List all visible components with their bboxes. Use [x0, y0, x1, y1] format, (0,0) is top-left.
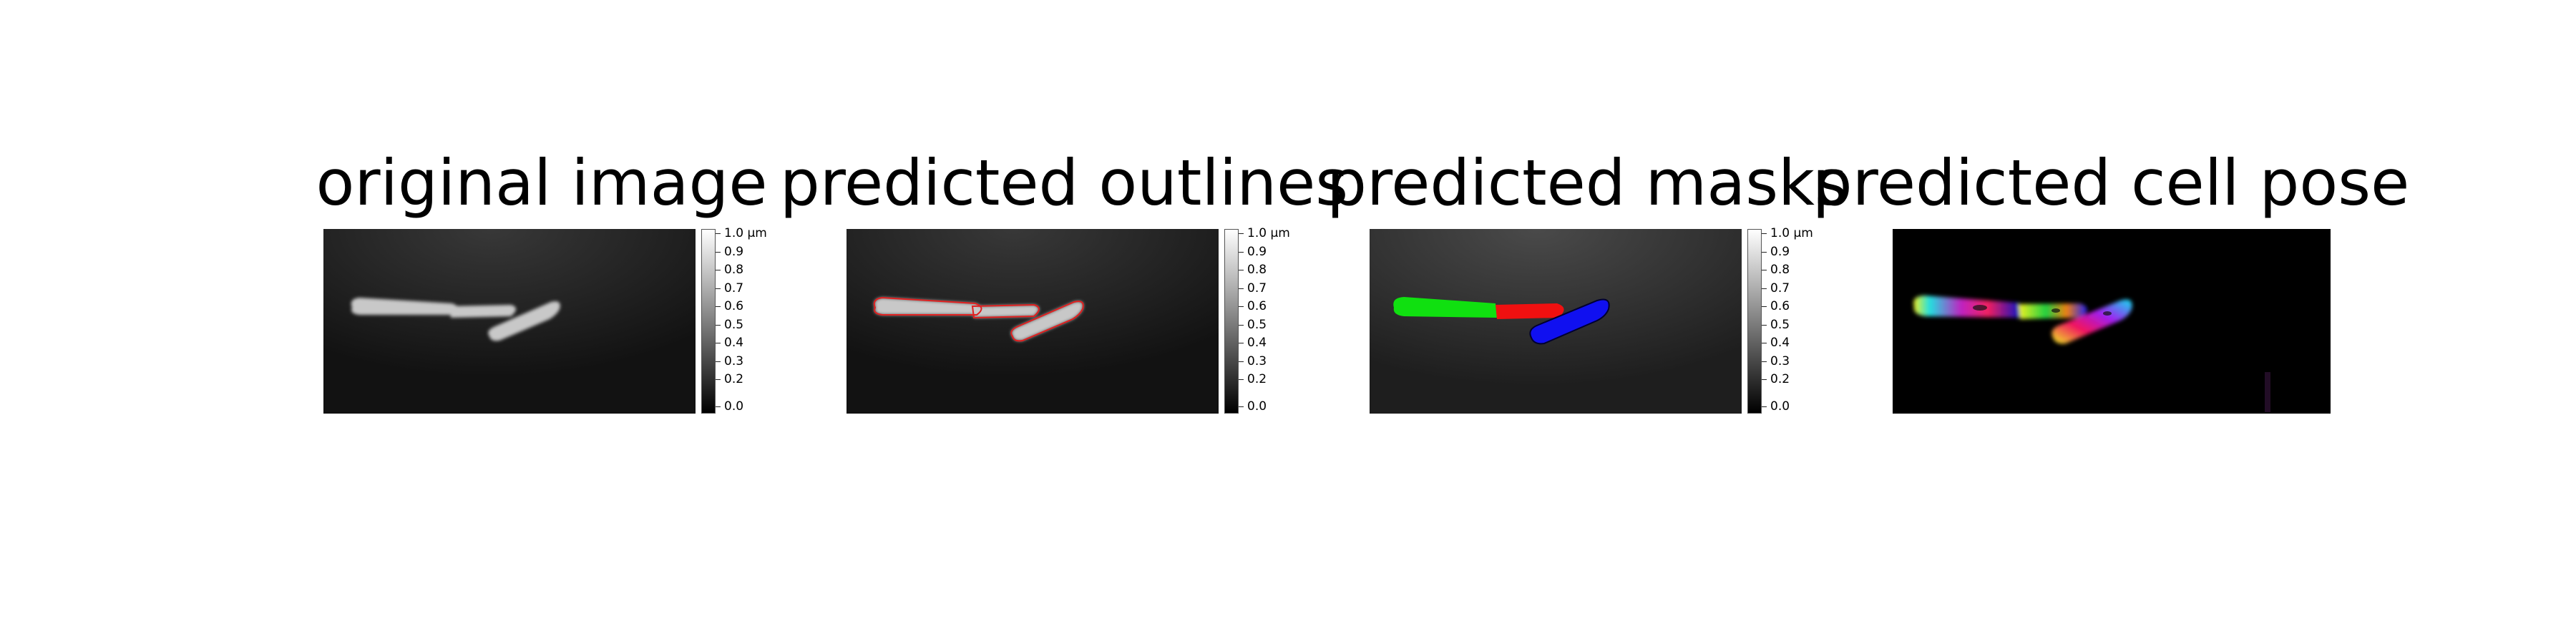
colorbar-tick-label: 0.5 [1770, 318, 1790, 332]
colorbar-3 [1747, 229, 1762, 414]
colorbar-tick [716, 361, 721, 362]
colorbar-tick-label: 0.4 [1247, 336, 1267, 350]
colorbar-tick [1762, 233, 1767, 234]
colorbar-tick-label: 0.4 [724, 336, 744, 350]
colorbar-tick [716, 252, 721, 253]
predicted-cell-pose-image [1893, 229, 2331, 414]
colorbar-tick [716, 306, 721, 307]
colorbar-tick-label: 0.2 [1247, 372, 1267, 386]
colorbar-tick-label: 0.9 [1247, 245, 1267, 259]
colorbar-tick [716, 379, 721, 380]
colorbar-tick-label: 0.7 [1770, 281, 1790, 296]
colorbar-tick-label: 0.0 [1770, 399, 1790, 414]
colorbar-tick-label: 1.0 μm [1247, 226, 1290, 240]
colorbar-tick [716, 325, 721, 326]
colorbar-tick [1762, 361, 1767, 362]
colorbar-tick-label: 0.2 [1770, 372, 1790, 386]
colorbar-tick [716, 288, 721, 289]
colorbar-tick-label: 0.3 [1247, 354, 1267, 369]
colorbar-tick-label: 0.8 [724, 263, 744, 277]
panel-title-cell-pose: predicted cell pose [1812, 146, 2410, 220]
colorbar-tick [716, 233, 721, 234]
colorbar-tick-label: 1.0 μm [724, 226, 767, 240]
colorbar-tick [1239, 288, 1244, 289]
colorbar-tick-label: 1.0 μm [1770, 226, 1813, 240]
colorbar-tick [1762, 252, 1767, 253]
panel-title-outlines: predicted outlines [779, 146, 1349, 220]
panel-title-masks: predicted masks [1327, 146, 1848, 220]
colorbar-tick-label: 0.8 [1247, 263, 1267, 277]
colorbar-tick [1762, 406, 1767, 407]
colorbar-tick [1762, 325, 1767, 326]
colorbar-tick-label: 0.7 [1247, 281, 1267, 296]
colorbar-tick [1762, 306, 1767, 307]
colorbar-tick-label: 0.7 [724, 281, 744, 296]
colorbar-tick-label: 0.5 [1247, 318, 1267, 332]
colorbar-tick [1762, 288, 1767, 289]
colorbar-tick-label: 0.9 [1770, 245, 1790, 259]
colorbar-tick [1239, 306, 1244, 307]
colorbar-tick-label: 0.0 [724, 399, 744, 414]
colorbar-tick-label: 0.9 [724, 245, 744, 259]
colorbar-tick [1239, 233, 1244, 234]
colorbar-tick [1239, 379, 1244, 380]
colorbar-tick [1239, 406, 1244, 407]
colorbar-tick-label: 0.0 [1247, 399, 1267, 414]
colorbar-tick-label: 0.6 [1770, 299, 1790, 313]
colorbar-tick [1239, 361, 1244, 362]
original-image [323, 229, 696, 414]
predicted-outlines-image [847, 229, 1219, 414]
colorbar-tick-label: 0.6 [724, 299, 744, 313]
colorbar-tick [1239, 252, 1244, 253]
colorbar-tick-label: 0.3 [1770, 354, 1790, 369]
colorbar-tick-label: 0.6 [1247, 299, 1267, 313]
panel-title-original: original image [316, 146, 768, 220]
colorbar-tick-label: 0.5 [724, 318, 744, 332]
predicted-masks-image [1370, 229, 1742, 414]
colorbar-tick [1239, 325, 1244, 326]
colorbar-tick [716, 406, 721, 407]
colorbar-tick [1762, 379, 1767, 380]
colorbar-tick-label: 0.3 [724, 354, 744, 369]
colorbar-2 [1224, 229, 1239, 414]
colorbar-tick-label: 0.2 [724, 372, 744, 386]
colorbar-1 [701, 229, 716, 414]
colorbar-tick-label: 0.4 [1770, 336, 1790, 350]
colorbar-tick-label: 0.8 [1770, 263, 1790, 277]
